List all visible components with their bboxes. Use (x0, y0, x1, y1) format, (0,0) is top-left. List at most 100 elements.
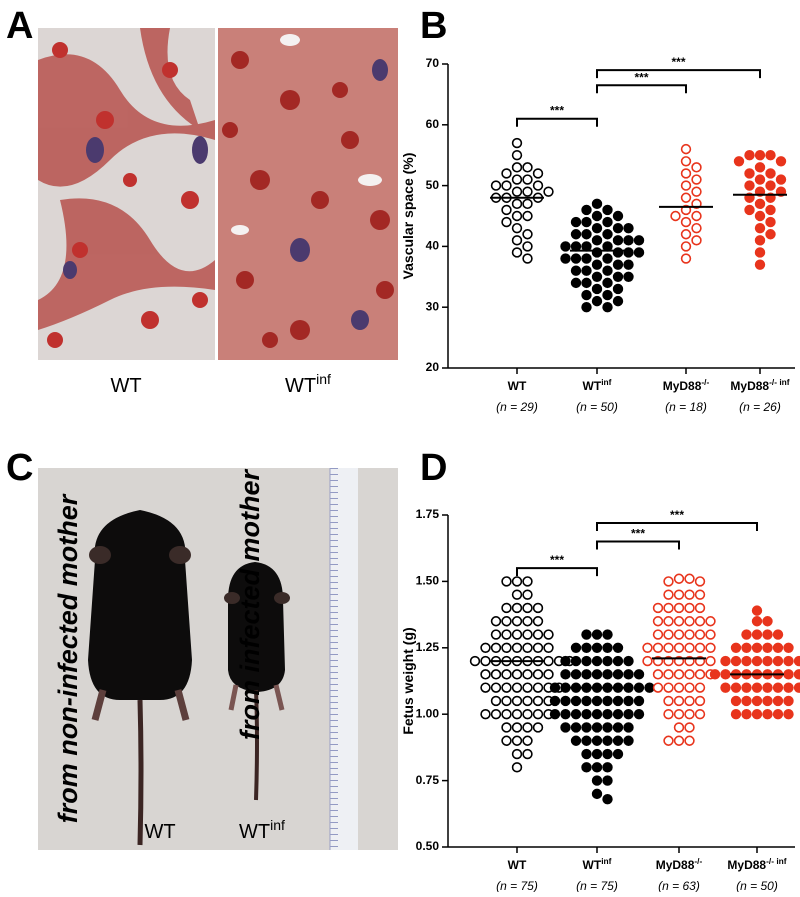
data-point (751, 695, 763, 707)
significance-bracket (516, 567, 598, 577)
data-point (501, 180, 512, 191)
data-point (751, 655, 763, 667)
data-point (511, 222, 523, 234)
data-point (591, 748, 603, 760)
data-point (522, 748, 533, 760)
data-point (581, 695, 592, 707)
data-point (522, 735, 533, 746)
significance-label: *** (670, 508, 684, 522)
data-point (591, 210, 603, 222)
n-label: (n = 26) (739, 400, 781, 414)
photo-label-base: WT (239, 821, 270, 843)
data-point (633, 682, 645, 693)
data-point (469, 655, 481, 667)
data-point (490, 629, 502, 640)
y-tick-label: 60 (426, 117, 440, 131)
data-point (591, 722, 603, 733)
data-point (532, 602, 544, 614)
data-point (602, 775, 613, 786)
data-point (612, 642, 624, 653)
data-point (612, 295, 624, 307)
data-point (591, 708, 603, 720)
data-point (673, 573, 685, 584)
data-point (663, 576, 674, 587)
data-point (570, 642, 582, 653)
data-point (694, 682, 706, 693)
data-point (560, 669, 571, 680)
y-tick-label: 1.25 (416, 640, 440, 654)
data-point (581, 669, 592, 680)
data-point (623, 271, 634, 282)
data-point (705, 616, 716, 627)
data-point (684, 602, 695, 614)
significance-label: *** (631, 527, 645, 541)
data-point (612, 271, 624, 282)
data-point (765, 204, 776, 216)
data-point (642, 642, 653, 653)
data-point (684, 573, 695, 584)
photo-caption: from infected mother (235, 468, 265, 740)
x-tick-label-base: MyD88 (656, 858, 695, 872)
data-point (549, 708, 561, 720)
panel-letter: C (6, 447, 33, 489)
data-point (754, 174, 766, 185)
data-point (684, 708, 695, 720)
data-point (694, 589, 706, 600)
data-point (694, 576, 706, 587)
data-point (694, 708, 706, 720)
x-tick-label: WT (508, 379, 527, 393)
data-point (511, 669, 523, 680)
data-point (581, 762, 592, 773)
data-point (663, 682, 674, 693)
data-point (490, 708, 502, 720)
data-point (754, 150, 766, 161)
y-tick-label: 1.00 (416, 706, 440, 720)
data-point (720, 682, 731, 693)
data-point (741, 629, 752, 640)
data-point (751, 629, 763, 640)
data-point (673, 708, 685, 720)
photo-label-base: WT (144, 821, 175, 843)
data-point (570, 241, 582, 252)
data-point (501, 722, 512, 733)
data-point (522, 162, 533, 173)
data-point (663, 708, 674, 720)
data-point (501, 602, 512, 614)
data-point (480, 708, 491, 720)
y-tick-label: 70 (426, 56, 440, 70)
data-point (673, 616, 685, 627)
data-point (783, 682, 794, 693)
data-point (633, 247, 645, 258)
data-point (694, 695, 706, 707)
data-point (602, 629, 613, 640)
data-point (663, 616, 674, 627)
data-point (522, 589, 533, 600)
data-point (511, 708, 523, 720)
data-point (543, 186, 554, 197)
photo-caption: from non-infected mother (53, 493, 83, 823)
data-point (581, 735, 592, 746)
data-point (775, 174, 787, 185)
data-point (511, 589, 523, 600)
data-point (570, 655, 582, 667)
data-point (511, 247, 523, 258)
data-point (511, 576, 523, 587)
data-point (793, 682, 800, 693)
data-point (762, 695, 773, 707)
data-point (490, 642, 502, 653)
x-tick-label-base: WT (583, 858, 602, 872)
data-point (501, 168, 512, 179)
data-point (730, 695, 742, 707)
data-point (741, 708, 752, 720)
x-tick-label-base: MyD88 (727, 858, 766, 872)
data-point (490, 616, 502, 627)
x-tick-label: WTinf (583, 377, 612, 393)
data-point (612, 735, 624, 746)
data-point (591, 283, 603, 295)
data-point (783, 669, 794, 680)
data-point (663, 669, 674, 680)
data-point (623, 695, 634, 707)
data-point (490, 669, 502, 680)
data-point (673, 735, 685, 746)
data-point (511, 602, 523, 614)
